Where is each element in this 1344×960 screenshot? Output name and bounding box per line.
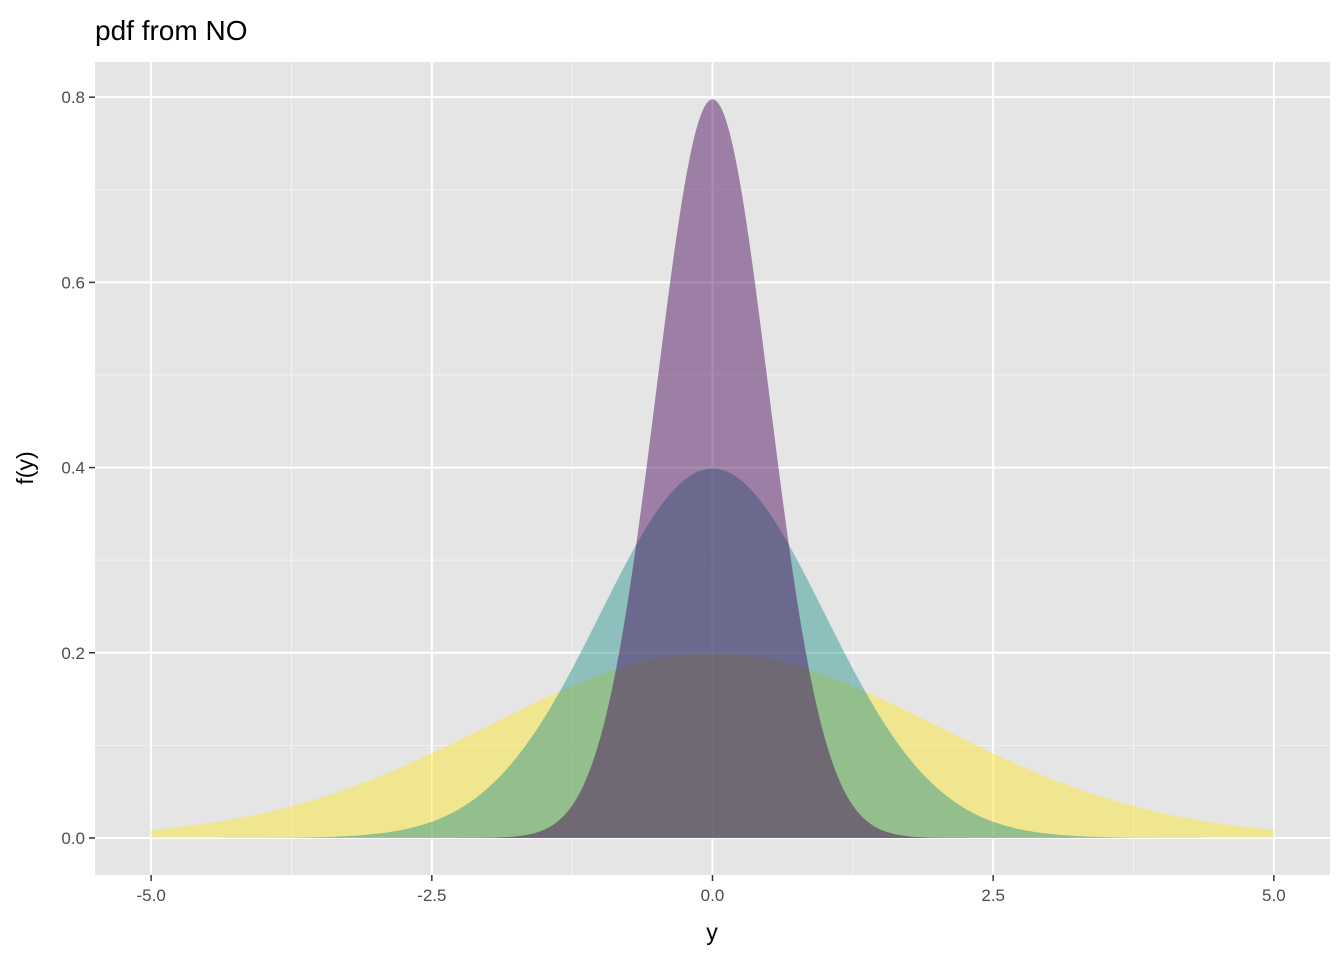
chart-title: pdf from NO: [95, 15, 247, 46]
y-tick-label: 0.6: [61, 273, 85, 292]
y-tick-label: 0.8: [61, 88, 85, 107]
gridlines: [95, 62, 1330, 875]
x-tick-label: -2.5: [417, 886, 446, 905]
y-tick-label: 0.0: [61, 829, 85, 848]
y-tick-label: 0.2: [61, 644, 85, 663]
density-areas: [151, 99, 1274, 838]
x-tick-label: 0.0: [701, 886, 725, 905]
density-area-sigma-1: [151, 468, 1274, 838]
density-area-sigma-2: [151, 653, 1274, 838]
x-tick-label: 2.5: [981, 886, 1005, 905]
y-axis-title: f(y): [12, 451, 38, 484]
x-tick-label: 5.0: [1262, 886, 1286, 905]
y-tick-label: 0.4: [61, 459, 85, 478]
x-tick-label: -5.0: [136, 886, 165, 905]
y-axis: 0.0 0.2 0.4 0.6 0.8: [61, 88, 95, 848]
x-axis-title: y: [706, 919, 718, 945]
density-area-sigma-0.5: [151, 99, 1274, 838]
x-axis: -5.0 -2.5 0.0 2.5 5.0: [136, 875, 1286, 905]
